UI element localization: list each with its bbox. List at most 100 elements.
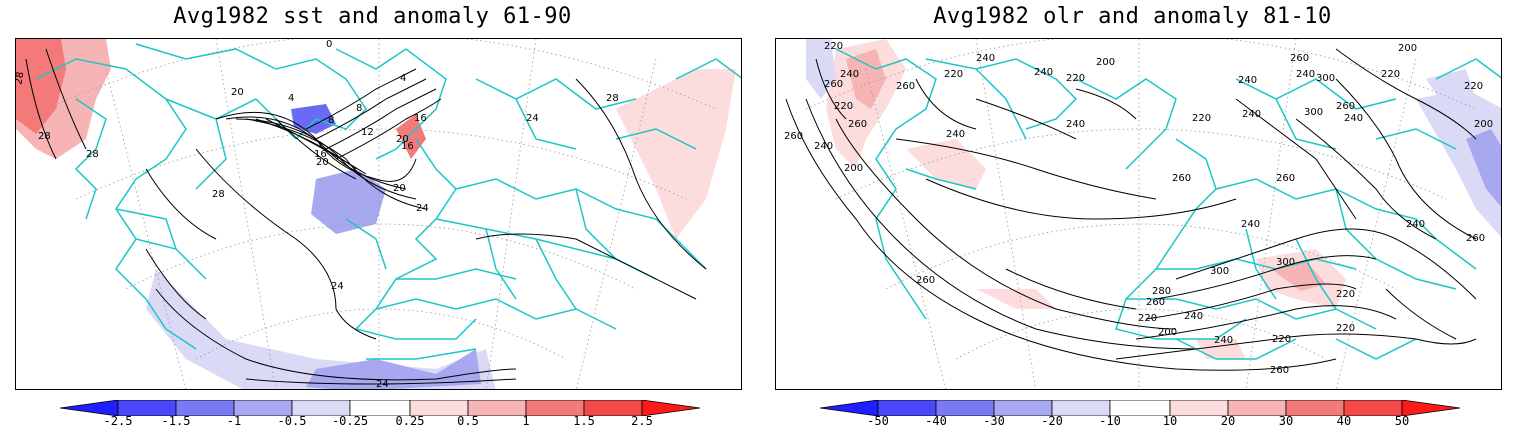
contour-label: 20 [231, 87, 244, 98]
anomaly-negative-east [1416, 89, 1501, 237]
olr-contour-labels: 220 240 260 260 240 220 200 260 240 220 … [784, 41, 1493, 376]
panel-title: Avg1982 sst and anomaly 61-90 [173, 4, 572, 29]
colorbar-tick: 2.5 [631, 414, 653, 428]
colorbar-tick: -2.5 [103, 414, 133, 428]
colorbar-tick: -1 [226, 414, 242, 428]
colorbar-tick: -20 [1041, 414, 1063, 428]
contour-label: 240 [1242, 109, 1261, 120]
contour-label: 260 [1336, 101, 1355, 112]
contour-label: 240 [976, 53, 995, 64]
anomaly-positive-nw-mid [846, 49, 886, 109]
colorbar-tick: -0.5 [277, 414, 307, 428]
contour-label: 240 [1184, 311, 1203, 322]
sst-contours [25, 48, 707, 385]
contour-label: 16 [414, 113, 427, 124]
colorbar-tick: 0.25 [395, 414, 425, 428]
contour-label: 20 [316, 157, 329, 168]
sst-panel: Avg1982 sst and anomaly 61-90 [0, 0, 745, 430]
colorbar-tick: -1.5 [161, 414, 191, 428]
colorbar-tick: 30 [1278, 414, 1294, 428]
anomaly-positive-africa-mid [1271, 261, 1326, 291]
anomaly-positive-center [906, 139, 986, 189]
contour-label: 24 [331, 281, 344, 292]
contour-label: 240 [1238, 75, 1257, 86]
colorbar-tick: -40 [925, 414, 947, 428]
contour-label: 240 [1214, 335, 1233, 346]
contour-label: 260 [784, 131, 803, 142]
contour-label: 240 [1034, 67, 1053, 78]
panel-title: Avg1982 olr and anomaly 81-10 [933, 4, 1332, 29]
contour-label: 240 [840, 69, 859, 80]
colorbar-tick: -10 [1099, 414, 1121, 428]
colorbar-tick: 50 [1394, 414, 1410, 428]
contour-label: 260 [1146, 297, 1165, 308]
contour-label: 240 [1344, 113, 1363, 124]
contour-label: 28 [16, 71, 26, 85]
contour-label: 12 [361, 127, 374, 138]
anomaly-negative-south [146, 269, 496, 389]
contour-label: 0 [326, 39, 332, 50]
contour-label: 220 [1464, 81, 1483, 92]
contour-label: 200 [1158, 327, 1177, 338]
contour-label: 240 [946, 129, 965, 140]
contour-label: 260 [1172, 173, 1191, 184]
colorbar-tick: 0.5 [457, 414, 479, 428]
olr-map: 220 240 260 260 240 220 200 260 240 220 … [775, 38, 1502, 390]
anomaly-negative-se [1426, 69, 1476, 109]
contour-label: 260 [1270, 365, 1289, 376]
contour-label: 220 [1192, 113, 1211, 124]
contour-label: 240 [1241, 219, 1260, 230]
contour-label: 200 [1398, 43, 1417, 54]
graticule [45, 39, 717, 389]
contour-label: 4 [400, 73, 406, 84]
contour-label: 28 [86, 149, 99, 160]
sst-colorbar [60, 400, 700, 416]
contour-label: 24 [416, 203, 429, 214]
contour-label: 200 [1474, 119, 1493, 130]
contour-label: 20 [393, 183, 406, 194]
anomaly-positive-nw-strong [16, 39, 66, 134]
anomaly-positive-nordic [396, 114, 426, 159]
contour-label: 16 [314, 149, 327, 160]
anomaly-negative-labrador [291, 104, 336, 134]
olr-contours [785, 48, 1477, 371]
sst-map-canvas: 28 28 28 28 28 24 24 24 24 20 20 20 20 1… [16, 39, 741, 390]
contour-label: 220 [1336, 289, 1355, 300]
sst-map: 28 28 28 28 28 24 24 24 24 20 20 20 20 1… [15, 38, 742, 390]
contour-label: 240 [814, 141, 833, 152]
contour-label: 24 [526, 113, 539, 124]
contour-label: 28 [38, 131, 51, 142]
contour-label: 220 [1066, 73, 1085, 84]
contour-label: 8 [356, 103, 362, 114]
contour-label: 24 [376, 379, 389, 390]
colorbar-tick: -30 [983, 414, 1005, 428]
contour-label: 300 [1316, 73, 1335, 84]
contour-label: 220 [1138, 313, 1157, 324]
colorbar-tick: -0.25 [331, 414, 369, 428]
anomaly-negative-atl [311, 169, 386, 234]
contour-label: 240 [1066, 119, 1085, 130]
contour-label: 260 [1466, 233, 1485, 244]
colorbar-tick: 40 [1336, 414, 1352, 428]
contour-label: 240 [1406, 219, 1425, 230]
contour-label: 28 [606, 93, 619, 104]
anomaly-negative-w [806, 39, 836, 99]
contour-label: 220 [824, 41, 843, 52]
contour-label: 28 [212, 189, 225, 200]
olr-panel: Avg1982 olr and anomaly 81-10 [760, 0, 1505, 430]
contour-label: 200 [1096, 57, 1115, 68]
contour-label: 200 [844, 163, 863, 174]
colorbar-tick: -50 [867, 414, 889, 428]
sst-contour-labels: 28 28 28 28 28 24 24 24 24 20 20 20 20 1… [16, 39, 619, 390]
contour-label: 20 [396, 134, 409, 145]
colorbar-tick: 1.5 [573, 414, 595, 428]
contour-label: 280 [1152, 286, 1171, 297]
anomaly-positive-ne [616, 69, 736, 239]
graticule [805, 39, 1477, 389]
contour-label: 220 [944, 69, 963, 80]
contour-label: 220 [1272, 334, 1291, 345]
contour-label: 220 [1381, 69, 1400, 80]
contour-label: 260 [824, 79, 843, 90]
coastlines [835, 48, 1501, 360]
contour-label: 16 [401, 141, 414, 152]
